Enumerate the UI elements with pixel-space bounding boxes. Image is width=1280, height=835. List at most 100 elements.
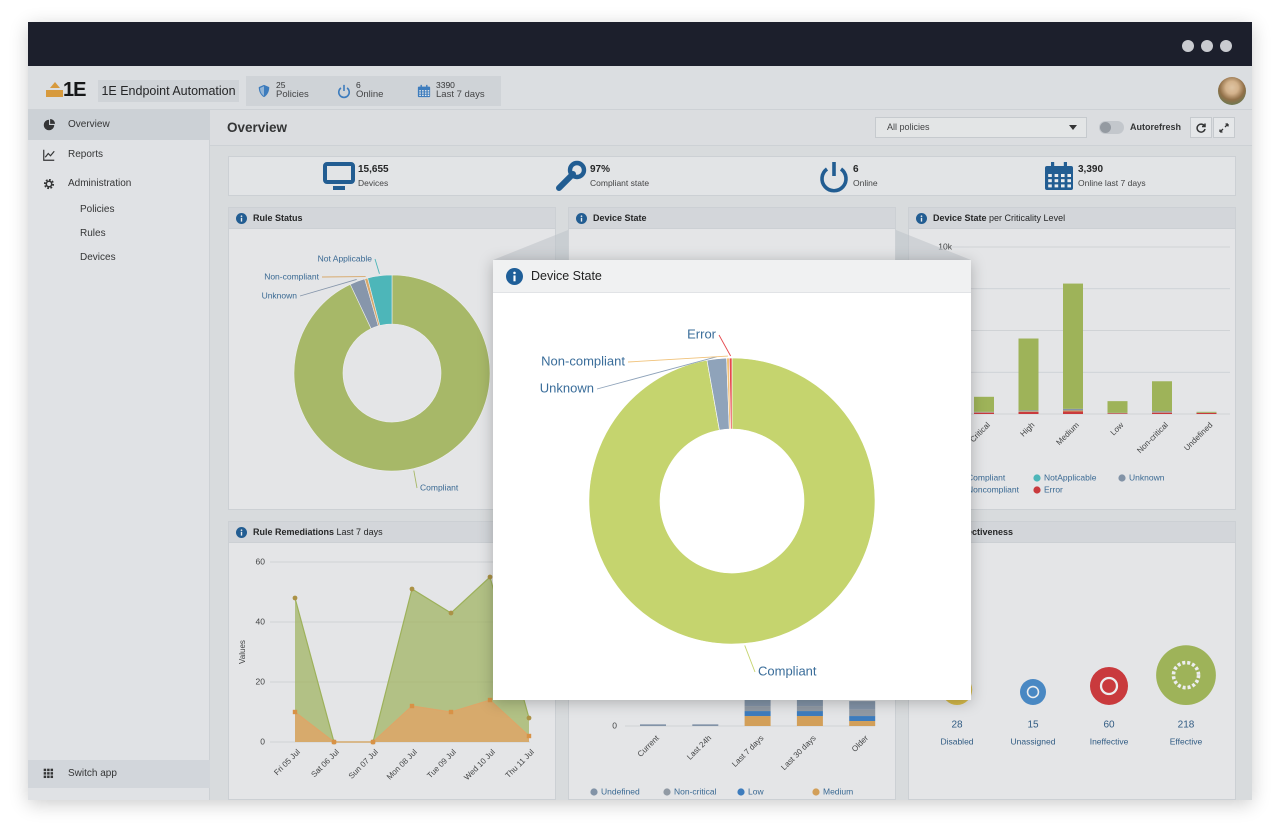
shape: [240, 529, 243, 531]
switch-app[interactable]: Switch app: [68, 768, 117, 779]
bubble-label: Effective: [1170, 736, 1203, 746]
leader-line: [627, 355, 728, 363]
point: [331, 739, 337, 745]
shape: [920, 217, 923, 222]
shape: [50, 768, 54, 772]
summary-value: 6: [853, 164, 859, 175]
nav-subitem[interactable]: Policies: [80, 204, 115, 215]
icon-shape: [43, 149, 55, 161]
shape: [47, 768, 50, 772]
shape: [426, 84, 428, 88]
logo-icon: [46, 82, 63, 97]
shape: [1048, 179, 1052, 183]
window-button[interactable]: [1220, 40, 1232, 52]
bubble-value: 218: [1178, 720, 1195, 731]
nav-item[interactable]: Overview: [68, 119, 110, 130]
legend-label: NotApplicable: [1044, 472, 1097, 482]
donut-label: Compliant: [758, 663, 817, 678]
nav-item[interactable]: Administration: [68, 178, 132, 189]
nav-item[interactable]: Reports: [68, 149, 104, 160]
bubble-label: Unassigned: [1011, 736, 1056, 746]
leader-line: [744, 645, 756, 673]
bubble-label: Ineffective: [1090, 736, 1129, 746]
panel-title: Rule Remediations Last 7 days: [253, 527, 383, 538]
bar-segment: [692, 724, 719, 726]
icon-shape: [506, 268, 523, 285]
window-button[interactable]: [1182, 40, 1194, 52]
bar-segment: [744, 716, 771, 726]
panel-title-text: Rule Effectiveness: [933, 527, 1014, 537]
shape: [419, 92, 421, 94]
toggle-knob: [1100, 122, 1111, 133]
nav-subitem[interactable]: Devices: [80, 252, 116, 263]
donut-slice: [728, 357, 733, 430]
bar-segment: [849, 701, 876, 710]
shape: [424, 94, 427, 96]
shape: [513, 271, 516, 275]
leader-line: [299, 279, 357, 297]
icon-shape: [323, 162, 355, 190]
donut-label: Unknown: [540, 380, 594, 395]
bar-segment: [849, 716, 876, 722]
bar-segment: [1152, 411, 1172, 413]
autorefresh-label: Autorefresh: [1130, 122, 1182, 132]
nav-subitem[interactable]: Rules: [80, 228, 106, 239]
bubble: [1156, 645, 1216, 705]
page-title: Overview: [227, 120, 288, 135]
shape: [420, 84, 422, 88]
bubble: [1019, 678, 1047, 705]
shape: [820, 167, 848, 193]
panel-title: Device State per Criticality Level: [933, 213, 1065, 224]
shape: [513, 275, 516, 282]
shape: [1061, 184, 1065, 188]
shape: [240, 215, 243, 217]
wrench-icon: [556, 160, 587, 191]
info-icon: [916, 213, 927, 224]
refresh-glyph: [1196, 123, 1206, 133]
y-tick-label: 40: [256, 616, 266, 626]
window-button[interactable]: [1201, 40, 1213, 52]
shape: [427, 94, 430, 96]
panel-subtitle: per Criticality Level: [989, 213, 1066, 223]
bar-segment: [744, 699, 771, 707]
shape: [422, 92, 424, 94]
toolbar-button[interactable]: [1213, 117, 1235, 138]
donut-label: Unknown: [262, 290, 298, 300]
panel-title-text: Rule Remediations: [253, 527, 335, 537]
button-icon: [1196, 123, 1206, 133]
shape: [50, 772, 54, 775]
header-stat-value: 25: [276, 80, 286, 90]
modal-title: Device State: [531, 269, 602, 283]
icon-shape: [556, 160, 587, 191]
bar-segment: [849, 721, 876, 726]
shape: [1045, 166, 1073, 190]
avatar[interactable]: [1218, 77, 1246, 105]
bar-segment: [1018, 411, 1039, 412]
toolbar-button[interactable]: [1190, 117, 1212, 138]
donut-slice: [293, 274, 491, 472]
shape: [333, 186, 345, 190]
bar-segment: [1152, 412, 1172, 414]
autorefresh-toggle[interactable]: [1099, 121, 1124, 134]
shape: [1061, 174, 1065, 177]
y-tick-label: 10k: [938, 241, 952, 251]
shape: [422, 90, 424, 92]
leader-line: [413, 470, 418, 489]
info-icon: [576, 213, 587, 224]
bar-segment: [1107, 413, 1128, 414]
shape: [580, 217, 583, 222]
panel-header: [908, 207, 1236, 229]
shape: [422, 94, 424, 96]
header-stat-value: 6: [356, 80, 361, 90]
pie-icon: [43, 119, 55, 131]
donut-label: Non-compliant: [541, 353, 625, 368]
shape: [338, 87, 350, 99]
shape: [1054, 174, 1059, 177]
shape: [424, 92, 427, 94]
policy-filter-text: All policies: [887, 122, 930, 132]
policy-filter[interactable]: All policies: [875, 117, 1087, 138]
leader-line: [718, 334, 732, 357]
leader-line: [596, 356, 717, 390]
